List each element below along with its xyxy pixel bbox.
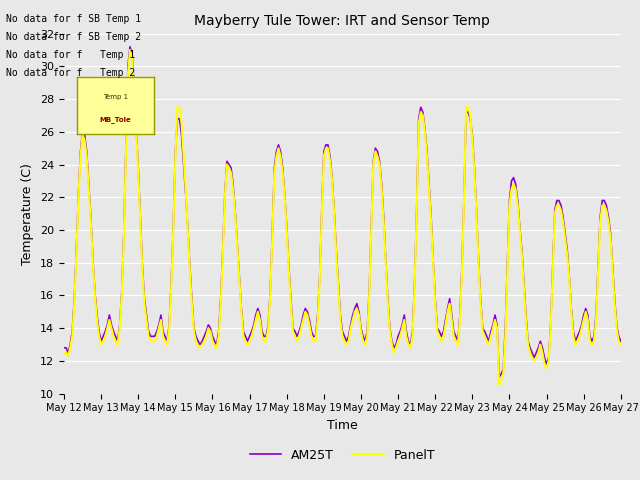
AM25T: [421, 126, 429, 132]
Text: No data for f SB Temp 2: No data for f SB Temp 2: [6, 32, 141, 42]
X-axis label: Time: Time: [327, 419, 358, 432]
Text: Temp 1: Temp 1: [102, 94, 128, 100]
AM25T: [495, 374, 503, 380]
AM25T: [60, 345, 68, 351]
PanelT: [248, 334, 255, 339]
AM25T: [572, 338, 579, 344]
PanelT: [572, 342, 579, 348]
AM25T: [440, 328, 447, 334]
PanelT: [126, 47, 134, 53]
AM25T: [248, 328, 255, 334]
PanelT: [617, 342, 625, 348]
PanelT: [60, 350, 68, 356]
PanelT: [495, 383, 503, 388]
AM25T: [617, 338, 625, 344]
Text: No data for f SB Temp 1: No data for f SB Temp 1: [6, 13, 141, 24]
Y-axis label: Temperature (C): Temperature (C): [22, 163, 35, 264]
Text: MB_Tole: MB_Tole: [99, 117, 131, 123]
Text: No data for f   Temp 1: No data for f Temp 1: [6, 50, 136, 60]
AM25T: [456, 312, 464, 318]
AM25T: [576, 328, 584, 334]
Line: AM25T: AM25T: [64, 47, 621, 377]
PanelT: [456, 317, 464, 323]
PanelT: [421, 129, 429, 135]
Text: No data for f   Temp 2: No data for f Temp 2: [6, 68, 136, 78]
PanelT: [576, 334, 584, 339]
Legend: AM25T, PanelT: AM25T, PanelT: [244, 444, 440, 467]
PanelT: [440, 334, 447, 339]
AM25T: [126, 44, 134, 49]
Title: Mayberry Tule Tower: IRT and Sensor Temp: Mayberry Tule Tower: IRT and Sensor Temp: [195, 14, 490, 28]
Line: PanelT: PanelT: [64, 50, 621, 385]
